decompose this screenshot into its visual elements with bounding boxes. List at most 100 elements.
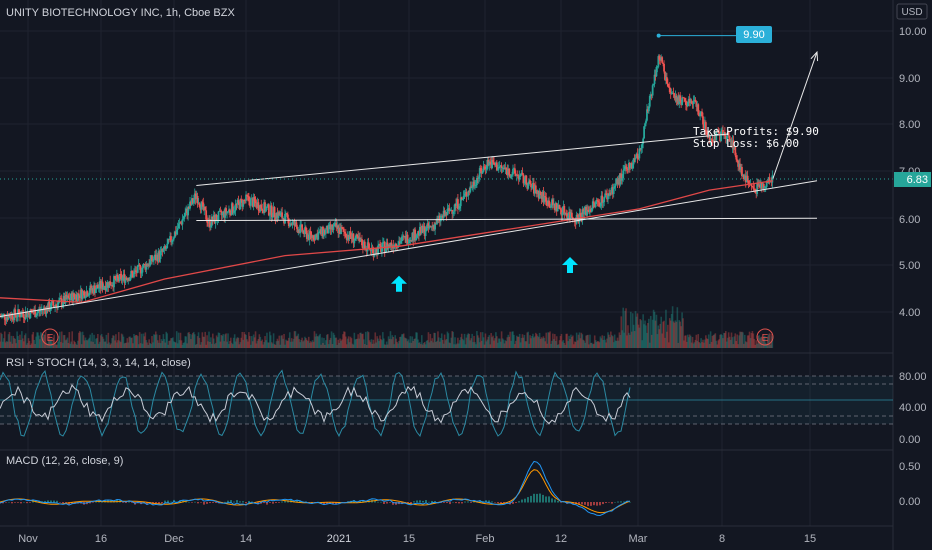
macd-histogram-bar xyxy=(44,500,46,503)
volume-bar xyxy=(351,343,354,348)
candle-body xyxy=(233,210,236,212)
candle-body xyxy=(79,289,82,299)
candle-body xyxy=(591,201,594,209)
candle-body xyxy=(130,271,132,278)
candle-body xyxy=(493,162,495,165)
volume-bar xyxy=(383,338,385,348)
volume-bar xyxy=(116,342,118,348)
volume-bar xyxy=(746,335,749,348)
candle-body xyxy=(211,216,214,222)
currency-box[interactable] xyxy=(896,3,928,20)
volume-bar xyxy=(378,341,380,348)
trendlines[interactable] xyxy=(0,133,818,317)
target-line[interactable] xyxy=(656,33,736,38)
candle-body xyxy=(694,99,697,102)
candle-body xyxy=(501,167,504,169)
candle-body xyxy=(310,234,313,238)
volume-bar xyxy=(174,342,177,348)
candle-body xyxy=(338,227,341,234)
volume-bar xyxy=(644,320,646,348)
candle-body xyxy=(522,174,525,184)
volume-bar xyxy=(197,332,200,348)
volume-bar xyxy=(584,342,586,348)
rsi-title[interactable]: RSI + STOCH (14, 3, 3, 14, 14, close) xyxy=(6,357,191,369)
candle-body xyxy=(762,183,765,189)
volume-bar xyxy=(519,342,522,348)
macd-histogram-bar xyxy=(182,500,184,503)
candle-body xyxy=(172,237,175,240)
candle-body xyxy=(524,175,527,183)
projection-arrow[interactable] xyxy=(772,50,819,180)
candle-body xyxy=(630,163,633,169)
rsi-tick: 0.00 xyxy=(899,434,920,446)
earnings-marker-1[interactable]: E xyxy=(41,328,59,346)
volume-bar xyxy=(459,337,462,348)
rsi-stoch-panel[interactable] xyxy=(0,369,893,438)
volume-bar xyxy=(58,336,60,348)
volume-bar xyxy=(294,331,297,348)
volume-bar xyxy=(90,341,92,348)
volume-bar xyxy=(83,340,86,348)
candle-body xyxy=(455,204,457,206)
volume-bar xyxy=(404,338,407,348)
candle-body xyxy=(215,215,218,221)
volume-bar xyxy=(272,333,275,348)
candle-body xyxy=(316,233,319,240)
candle-body xyxy=(463,193,466,196)
candle-body xyxy=(127,277,130,281)
time-axis[interactable]: Nov 16 Dec 14 2021 15 Feb 12 Mar 8 15 xyxy=(18,533,816,545)
candle-body xyxy=(680,101,683,106)
macd-histogram-bar xyxy=(248,500,250,503)
candle-body xyxy=(647,106,650,112)
candle-body xyxy=(609,192,611,196)
symbol-title[interactable]: UNITY BIOTECHNOLOGY INC, 1h, Cboe BZX xyxy=(6,7,235,19)
candle-body xyxy=(263,202,265,214)
volume-bar xyxy=(15,343,17,348)
volume-bar xyxy=(550,343,552,348)
candle-body xyxy=(747,180,750,185)
macd-histogram-bar xyxy=(617,501,619,503)
earnings-marker-2[interactable]: E xyxy=(756,328,774,346)
candle-body xyxy=(454,204,456,210)
candle-body xyxy=(179,222,182,224)
macd-title[interactable]: MACD (12, 26, close, 9) xyxy=(6,455,123,467)
candle-body xyxy=(736,159,739,161)
volume-bar xyxy=(38,335,40,348)
target-badge[interactable]: 9.90 xyxy=(736,26,772,43)
candle-body xyxy=(101,281,104,290)
candle-body xyxy=(478,168,481,178)
candle-body xyxy=(542,191,545,203)
take-profit-label[interactable]: Take Profits: $9.90 xyxy=(693,125,819,138)
volume-bar xyxy=(30,343,33,348)
volume-bar xyxy=(212,333,214,348)
macd-panel[interactable] xyxy=(0,460,631,517)
price-axis[interactable]: USD 10.00 9.00 8.00 7.00 6.00 5.00 4.00 … xyxy=(894,3,931,319)
candle-body xyxy=(544,196,547,198)
candle-body xyxy=(153,254,156,259)
candle-body xyxy=(346,235,349,240)
candle-body xyxy=(26,312,29,318)
candle-body xyxy=(69,298,72,300)
stop-loss-label[interactable]: Stop Loss: $6.00 xyxy=(693,137,799,150)
volume-bar xyxy=(26,342,29,348)
volume-bar xyxy=(663,320,665,348)
macd-histogram-bar xyxy=(326,502,328,505)
candle-body xyxy=(386,242,389,250)
volume-bar xyxy=(380,339,382,348)
volume-bar xyxy=(325,340,327,348)
volume-bar xyxy=(668,318,671,348)
volume-bar xyxy=(100,333,103,348)
volume-bar xyxy=(693,342,696,348)
candle-body xyxy=(158,251,161,259)
candle-body xyxy=(748,184,751,186)
candle-body xyxy=(437,218,439,220)
candle-body xyxy=(441,215,444,218)
macd-histogram-bar xyxy=(377,501,379,503)
volume-bar xyxy=(582,339,585,348)
candle-body xyxy=(350,236,353,239)
volume-bar xyxy=(655,314,658,348)
macd-histogram-bar xyxy=(584,502,586,505)
candle-body xyxy=(624,166,626,170)
candle-body xyxy=(111,284,113,286)
